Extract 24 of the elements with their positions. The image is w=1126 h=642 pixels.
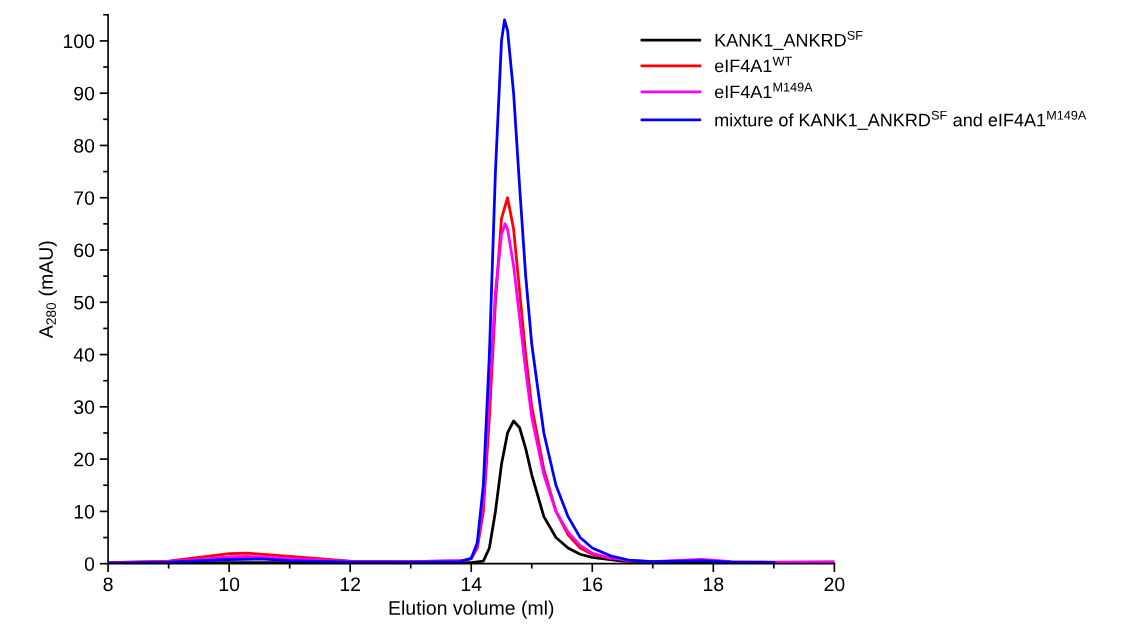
legend-label: eIF4A1$^{WT}$	[714, 56, 792, 73]
y-tick-label: 10	[74, 504, 95, 519]
legend-label: eIF4A1$^{M149A}$	[714, 82, 813, 99]
y-tick-label: 60	[74, 243, 95, 258]
x-axis-title: Elution volume (ml)	[389, 600, 554, 619]
y-tick-label: 90	[74, 86, 95, 101]
legend-label: mixture of KANK1_ANKRD$^{SF}$ and eIF4A1$^{M149A}$	[715, 110, 1087, 130]
y-tick-label: 0	[84, 557, 95, 571]
x-tick-label: 12	[340, 577, 361, 591]
y-axis-title: A$_{280}$ (mAU)	[38, 241, 57, 339]
x-tick-label: 18	[703, 577, 724, 592]
x-tick-label: 20	[824, 577, 845, 592]
legend-label: KANK1_ANKRD$^{SF}$	[715, 30, 863, 50]
x-tick-label: 10	[219, 577, 240, 592]
y-tick-label: 100	[63, 34, 95, 49]
y-tick-label: 30	[74, 400, 95, 415]
y-tick-label: 80	[74, 138, 95, 153]
x-tick-label: 8	[103, 577, 113, 592]
y-tick-label: 20	[74, 452, 95, 467]
x-tick-label: 14	[461, 577, 482, 591]
y-tick-label: 40	[73, 348, 95, 362]
y-tick-label: 70	[74, 191, 95, 205]
y-tick-label: 50	[74, 295, 95, 310]
x-tick-label: 16	[582, 577, 603, 592]
